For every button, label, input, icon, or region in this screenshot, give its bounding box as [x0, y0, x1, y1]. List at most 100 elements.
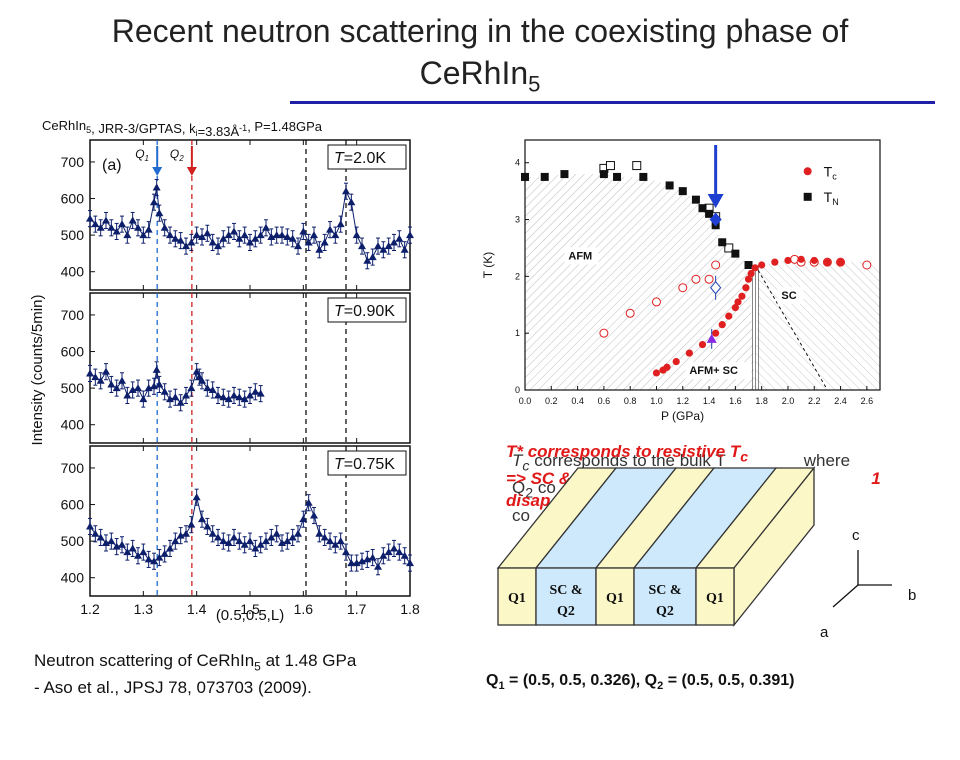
marker-label-Q1: Q1 — [135, 147, 149, 163]
data-point — [251, 544, 260, 552]
data-point — [342, 548, 350, 556]
data-point — [134, 223, 142, 231]
neutron-scattering-chart: CeRhIn5, JRR-3/GPTAS, ki=3.83Å-1, P=1.48… — [29, 118, 420, 624]
data-point — [198, 232, 206, 240]
data-point — [251, 387, 260, 395]
y-tick-label: 500 — [61, 533, 85, 549]
data-point — [262, 223, 270, 231]
tn-open-point — [724, 243, 734, 253]
tc-open-point — [691, 274, 701, 284]
overlay-red-text: T* corresponds to resistive Tc => SC & 1 … — [506, 442, 881, 511]
data-point — [203, 229, 212, 237]
data-point — [283, 537, 292, 545]
q-vectors: Q1 = (0.5, 0.5, 0.326), Q2 = (0.5, 0.5, … — [486, 672, 795, 693]
data-point — [107, 537, 116, 545]
data-point — [331, 231, 340, 239]
tc-point — [725, 312, 733, 320]
data-point — [347, 198, 356, 206]
temp-box — [327, 450, 407, 476]
tn-point — [599, 170, 608, 179]
tc-point — [744, 275, 753, 283]
data-point — [160, 223, 169, 231]
data-point — [91, 220, 100, 228]
data-point — [288, 234, 297, 242]
y-tick-label: 600 — [61, 497, 85, 513]
tc-open-point — [625, 308, 635, 318]
data-point — [96, 533, 105, 541]
tc-point — [771, 258, 779, 266]
data-point — [272, 231, 281, 239]
tc-point — [747, 269, 755, 278]
data-point — [198, 376, 206, 384]
pressure-arrowhead — [707, 193, 724, 209]
legend-marker-1 — [803, 192, 812, 201]
data-point — [112, 542, 121, 550]
data-point — [342, 187, 350, 195]
region-label-2: AFM+ SC — [689, 365, 738, 377]
x-tick-label: 1.3 — [134, 601, 154, 617]
data-point — [246, 238, 254, 246]
data-point — [310, 231, 318, 239]
data-point — [128, 385, 137, 393]
data-point — [368, 253, 377, 261]
blue-diamond-point — [709, 212, 722, 227]
tn-point — [691, 195, 700, 204]
data-point — [368, 553, 377, 561]
data-point — [384, 242, 393, 250]
layer-schematic: Q1 SC & Q2 Q1 SC & Q2 Q1 c b a — [496, 466, 916, 641]
data-point — [384, 548, 393, 556]
y-tick-label: 700 — [61, 307, 85, 323]
data-point — [144, 555, 153, 563]
tc-point — [784, 256, 792, 265]
axis-c-label: c — [852, 527, 860, 544]
data-point — [160, 387, 169, 395]
slab-label-sc-b: SC & — [648, 583, 681, 598]
tc-point — [758, 261, 766, 269]
data-point — [150, 198, 158, 206]
data-point — [304, 498, 313, 506]
data-point — [102, 538, 110, 546]
data-point — [86, 214, 94, 222]
x-tick-label: 1.8 — [400, 601, 420, 617]
data-point — [123, 548, 132, 556]
data-point — [176, 398, 185, 406]
tn-point — [613, 172, 622, 181]
data-point — [171, 537, 180, 545]
data-point — [192, 493, 201, 501]
x-tick-label: 1.4 — [187, 601, 207, 617]
data-point — [294, 242, 302, 250]
data-point — [363, 555, 372, 563]
data-point — [198, 515, 206, 523]
data-point — [166, 544, 174, 552]
coexist-band — [751, 265, 760, 390]
y-tick-label: 3 — [515, 215, 520, 225]
panel-label: (a) — [102, 157, 122, 174]
tn-point — [678, 187, 687, 196]
plot-frame — [524, 139, 881, 391]
data-point — [91, 373, 100, 381]
y-tick-label: 600 — [61, 191, 85, 207]
purple-triangle-point — [706, 333, 717, 343]
data-point — [118, 376, 126, 384]
tn-point — [698, 204, 707, 213]
y-tick-label: 1 — [515, 328, 520, 338]
x-tick-label: 1.2 — [677, 396, 690, 406]
data-point — [203, 384, 212, 392]
tn-point — [744, 261, 753, 269]
data-point — [182, 391, 190, 399]
data-point — [358, 242, 366, 250]
data-point — [208, 238, 217, 246]
y-axis-label: Intensity (counts/5min) — [29, 295, 46, 446]
data-point — [288, 533, 297, 541]
x-tick-label: 1.4 — [703, 396, 716, 406]
x-tick-label: 2.2 — [808, 396, 821, 406]
tn-point — [731, 249, 740, 258]
x-axis-label: (0.5,0.5,L) — [216, 607, 284, 624]
tc-open-point — [651, 297, 661, 307]
data-point — [182, 529, 190, 537]
y-axis-label: T (K) — [481, 252, 495, 278]
slab-front-sc-b — [633, 567, 697, 626]
data-point — [235, 537, 244, 545]
data-point — [336, 537, 345, 545]
data-point — [155, 209, 164, 217]
